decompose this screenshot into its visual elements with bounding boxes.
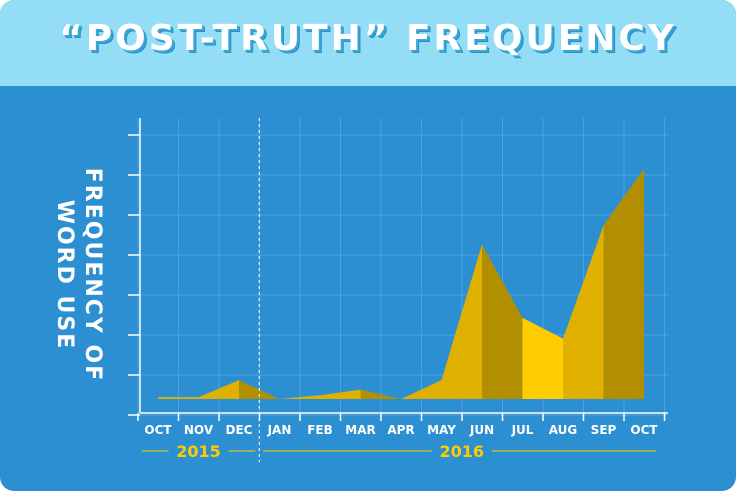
area-series bbox=[158, 168, 644, 399]
area-segment bbox=[522, 317, 563, 399]
y-axis-label: FREQUENCY OF WORD USE bbox=[48, 150, 108, 400]
area-segment bbox=[401, 380, 442, 399]
x-tick-label: OCT bbox=[630, 423, 658, 437]
x-tick-label: DEC bbox=[226, 423, 253, 437]
x-tick-labels: OCT NOV DEC JAN FEB MAR APR MAY JUN JUL AUG SEP OCT bbox=[144, 423, 658, 437]
area-segment bbox=[239, 380, 280, 399]
x-tick-label: NOV bbox=[184, 423, 214, 437]
year-label: 2016 bbox=[439, 442, 484, 461]
x-tick-label: APR bbox=[387, 423, 414, 437]
x-tick-label: MAY bbox=[427, 423, 456, 437]
area-segment bbox=[603, 168, 644, 399]
area-segment bbox=[441, 244, 482, 399]
x-tick-label: SEP bbox=[591, 423, 617, 437]
area-segment bbox=[482, 244, 523, 399]
area-segment bbox=[320, 389, 361, 399]
x-tick-label: AUG bbox=[549, 423, 578, 437]
grid bbox=[130, 118, 668, 416]
year-labels: 2015 2016 bbox=[142, 442, 656, 461]
x-tick-label: MAR bbox=[345, 423, 375, 437]
x-tick-label: JUL bbox=[511, 423, 534, 437]
x-tick-label: FEB bbox=[307, 423, 333, 437]
area-segment bbox=[158, 397, 199, 399]
x-tick-label: OCT bbox=[144, 423, 172, 437]
area-segment bbox=[563, 225, 604, 399]
axes bbox=[128, 118, 668, 462]
year-label: 2015 bbox=[176, 442, 221, 461]
x-tick-label: JAN bbox=[267, 423, 292, 437]
x-tick-label: JUN bbox=[469, 423, 494, 437]
y-axis-label-line-2: WORD USE bbox=[52, 199, 77, 351]
title-banner: “POST-TRUTH” FREQUENCY bbox=[0, 0, 736, 86]
chart-title: “POST-TRUTH” FREQUENCY bbox=[59, 18, 677, 59]
area-segment bbox=[360, 389, 401, 399]
area-segment bbox=[198, 380, 239, 399]
y-axis-label-line-1: FREQUENCY OF bbox=[80, 167, 105, 383]
area-segment bbox=[279, 395, 320, 399]
